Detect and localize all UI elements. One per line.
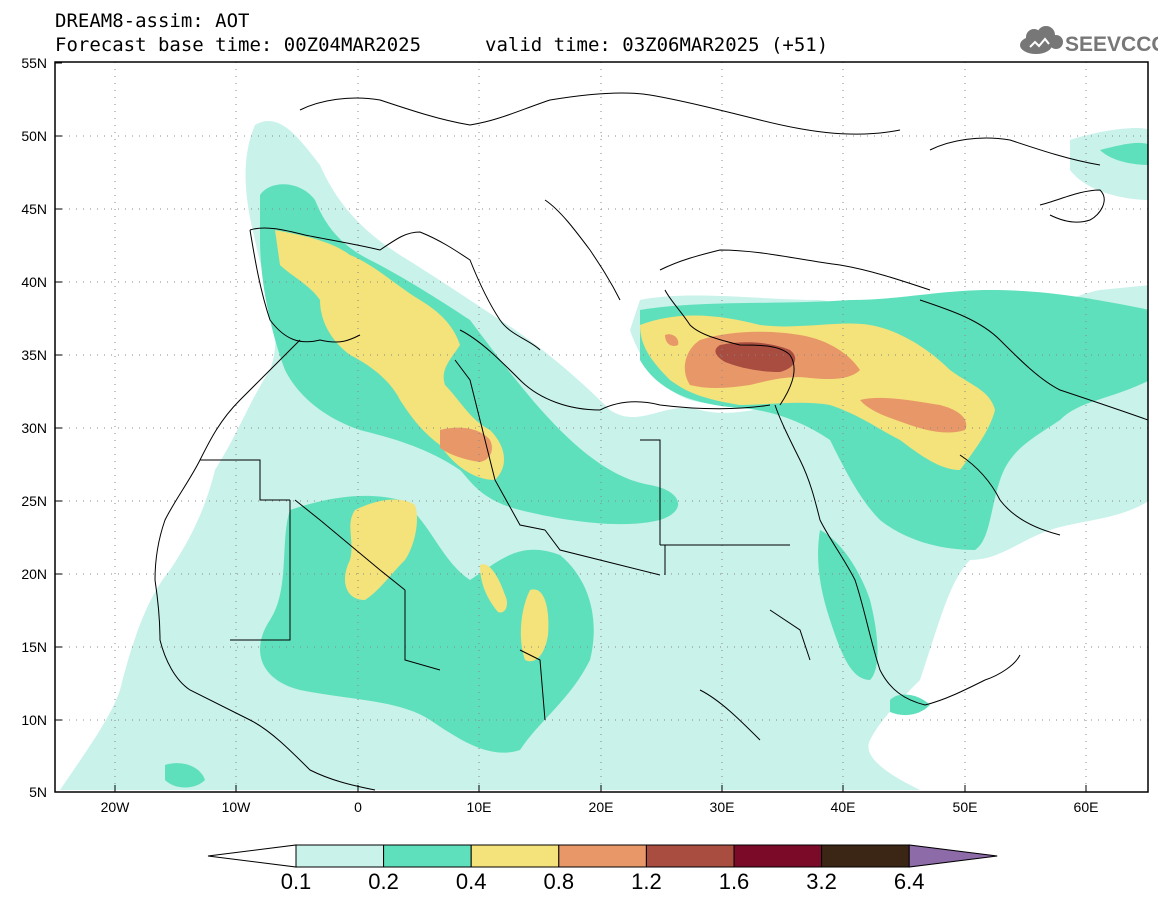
lat-label: 25N — [21, 493, 47, 509]
lon-label: 60E — [1074, 799, 1099, 815]
colorbar-above-triangle — [908, 844, 998, 868]
lon-label: 0 — [354, 799, 362, 815]
lat-label: 50N — [21, 128, 47, 144]
colorbar-label: 0.1 — [281, 869, 312, 894]
colorbar-segment — [295, 844, 385, 868]
lon-label: 30E — [710, 799, 735, 815]
lon-label: 50E — [953, 799, 978, 815]
lat-label: 30N — [21, 420, 47, 436]
longitude-labels: 20W 10W 0 10E 20E 30E 40E 50E 60E — [101, 799, 1099, 815]
lat-label: 55N — [21, 55, 47, 71]
colorbar-label: 0.2 — [368, 869, 399, 894]
logo-text: SEEVCCC — [1065, 33, 1158, 56]
seevccc-logo: SEEVCCC — [1020, 26, 1158, 56]
colorbar-label: 6.4 — [894, 869, 925, 894]
lon-label: 20W — [101, 799, 131, 815]
colorbar-label: 0.8 — [544, 869, 575, 894]
aot-shading-1-2 — [715, 342, 796, 372]
lat-label: 40N — [21, 274, 47, 290]
coastlines-and-borders — [154, 92, 1148, 791]
lon-label: 40E — [831, 799, 856, 815]
latitude-labels: 55N 50N 45N 40N 35N 30N 25N 20N 15N 10N … — [21, 55, 47, 800]
forecast-base-time: Forecast base time: 00Z04MAR2025 — [55, 34, 422, 56]
colorbar-label: 3.2 — [806, 869, 837, 894]
colorbar-segment — [558, 844, 647, 868]
valid-time: valid time: 03Z06MAR2025 (+51) — [485, 34, 829, 56]
longitude-axis — [114, 785, 1087, 792]
colorbar-segment — [733, 844, 823, 868]
lat-label: 35N — [21, 347, 47, 363]
colorbar-segment — [645, 844, 735, 868]
colorbar-label: 0.4 — [456, 869, 487, 894]
colorbar-segment — [383, 844, 472, 868]
lat-label: 10N — [21, 712, 47, 728]
map-title: DREAM8-assim: AOT — [55, 10, 250, 32]
lat-label: 45N — [21, 201, 47, 217]
graticule — [55, 62, 1148, 792]
lon-label: 10W — [222, 799, 252, 815]
colorbar-below-triangle — [207, 844, 297, 868]
lon-label: 20E — [589, 799, 614, 815]
lat-label: 5N — [29, 784, 47, 800]
colorbar-label: 1.6 — [719, 869, 750, 894]
lat-label: 20N — [21, 566, 47, 582]
lon-label: 10E — [467, 799, 492, 815]
cloud-icon — [1020, 26, 1063, 54]
colorbar-label: 1.2 — [631, 869, 662, 894]
latitude-axis — [55, 62, 62, 793]
colorbar-segment — [470, 844, 560, 868]
colorbar-segment — [821, 844, 910, 868]
lat-label: 15N — [21, 639, 47, 655]
colorbar: 0.1 0.2 0.4 0.8 1.2 1.6 3.2 6.4 — [207, 844, 998, 894]
